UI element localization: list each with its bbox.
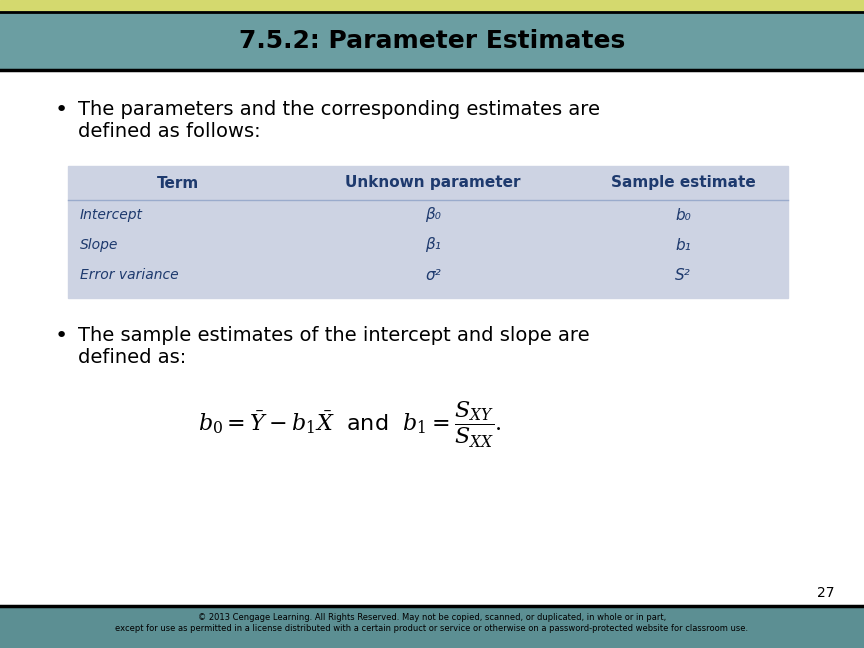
Text: •: • bbox=[55, 326, 68, 346]
Bar bbox=[0, 0, 864, 12]
Bar bbox=[0, 12, 864, 70]
Text: The parameters and the corresponding estimates are: The parameters and the corresponding est… bbox=[78, 100, 600, 119]
Text: The sample estimates of the intercept and slope are: The sample estimates of the intercept an… bbox=[78, 326, 589, 345]
Text: defined as:: defined as: bbox=[78, 348, 187, 367]
Text: defined as follows:: defined as follows: bbox=[78, 122, 261, 141]
Text: Intercept: Intercept bbox=[80, 208, 143, 222]
Bar bbox=[0, 606, 864, 648]
Text: β₀: β₀ bbox=[425, 207, 441, 222]
Text: $b_0 = \bar{Y} - b_1\bar{X}$  and  $b_1 = \dfrac{S_{XY}}{S_{XX}}.$: $b_0 = \bar{Y} - b_1\bar{X}$ and $b_1 = … bbox=[198, 400, 502, 450]
Text: b₁: b₁ bbox=[675, 238, 691, 253]
Text: 27: 27 bbox=[817, 586, 835, 600]
Bar bbox=[68, 166, 788, 298]
Text: S²: S² bbox=[675, 268, 691, 283]
Text: b₀: b₀ bbox=[675, 207, 691, 222]
Text: •: • bbox=[55, 100, 68, 120]
Text: Sample estimate: Sample estimate bbox=[611, 176, 755, 191]
Text: σ²: σ² bbox=[425, 268, 441, 283]
Text: Unknown parameter: Unknown parameter bbox=[346, 176, 521, 191]
Text: Error variance: Error variance bbox=[80, 268, 179, 282]
Text: β₁: β₁ bbox=[425, 238, 441, 253]
Text: Term: Term bbox=[157, 176, 199, 191]
Text: Slope: Slope bbox=[80, 238, 118, 252]
Text: © 2013 Cengage Learning. All Rights Reserved. May not be copied, scanned, or dup: © 2013 Cengage Learning. All Rights Rese… bbox=[116, 613, 748, 632]
Text: 7.5.2: Parameter Estimates: 7.5.2: Parameter Estimates bbox=[238, 29, 626, 53]
